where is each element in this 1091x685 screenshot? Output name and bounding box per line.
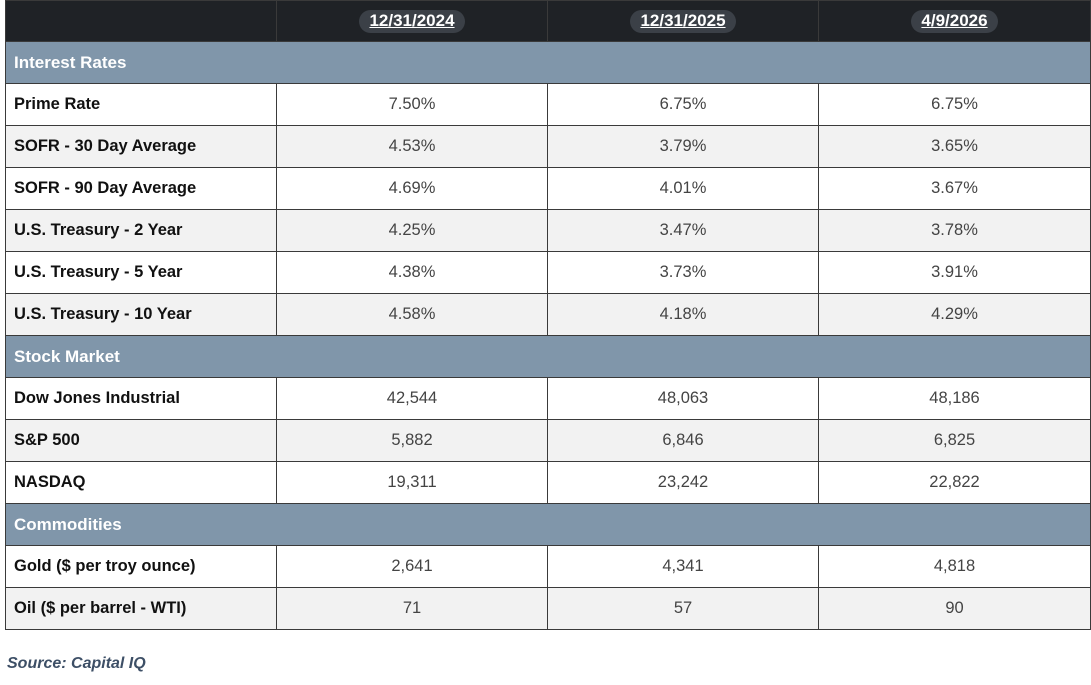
header-row: 12/31/2024 12/31/2025 4/9/2026 <box>5 0 1091 42</box>
table-row: NASDAQ 19,311 23,242 22,822 <box>5 461 1091 504</box>
value-cell: 4.69% <box>276 167 548 210</box>
table-row: S&P 500 5,882 6,846 6,825 <box>5 419 1091 462</box>
value-cell: 48,063 <box>547 377 819 420</box>
header-corner-cell <box>5 0 277 42</box>
value-cell: 7.50% <box>276 83 548 126</box>
table-row: Prime Rate 7.50% 6.75% 6.75% <box>5 83 1091 126</box>
section-title: Interest Rates <box>5 41 1091 84</box>
section-title: Commodities <box>5 503 1091 546</box>
value-cell: 4,341 <box>547 545 819 588</box>
table-row: U.S. Treasury - 10 Year 4.58% 4.18% 4.29% <box>5 293 1091 336</box>
value-cell: 5,882 <box>276 419 548 462</box>
value-cell: 6,825 <box>818 419 1091 462</box>
value-cell: 42,544 <box>276 377 548 420</box>
row-label: NASDAQ <box>5 461 277 504</box>
table-row: U.S. Treasury - 5 Year 4.38% 3.73% 3.91% <box>5 251 1091 294</box>
value-cell: 4.01% <box>547 167 819 210</box>
table-row: Oil ($ per barrel - WTI) 71 57 90 <box>5 587 1091 630</box>
source-note: Source: Capital IQ <box>7 655 146 672</box>
table-row: U.S. Treasury - 2 Year 4.25% 3.47% 3.78% <box>5 209 1091 252</box>
value-cell: 22,822 <box>818 461 1091 504</box>
row-label: U.S. Treasury - 10 Year <box>5 293 277 336</box>
row-label: S&P 500 <box>5 419 277 462</box>
value-cell: 6.75% <box>818 83 1091 126</box>
section-header-row: Commodities <box>5 503 1091 546</box>
value-cell: 3.73% <box>547 251 819 294</box>
value-cell: 3.91% <box>818 251 1091 294</box>
value-cell: 4.25% <box>276 209 548 252</box>
value-cell: 4.18% <box>547 293 819 336</box>
value-cell: 4.58% <box>276 293 548 336</box>
value-cell: 4,818 <box>818 545 1091 588</box>
section-title: Stock Market <box>5 335 1091 378</box>
value-cell: 57 <box>547 587 819 630</box>
value-cell: 4.29% <box>818 293 1091 336</box>
row-label: U.S. Treasury - 2 Year <box>5 209 277 252</box>
value-cell: 3.67% <box>818 167 1091 210</box>
header-date-cell: 12/31/2025 <box>547 0 819 42</box>
section-header-row: Stock Market <box>5 335 1091 378</box>
value-cell: 71 <box>276 587 548 630</box>
value-cell: 3.65% <box>818 125 1091 168</box>
value-cell: 3.47% <box>547 209 819 252</box>
value-cell: 3.79% <box>547 125 819 168</box>
market-data-table: 12/31/2024 12/31/2025 4/9/2026 Interest … <box>5 0 1091 630</box>
row-label: Prime Rate <box>5 83 277 126</box>
table-row: SOFR - 90 Day Average 4.69% 4.01% 3.67% <box>5 167 1091 210</box>
row-label: Oil ($ per barrel - WTI) <box>5 587 277 630</box>
value-cell: 4.38% <box>276 251 548 294</box>
value-cell: 6,846 <box>547 419 819 462</box>
date-column-header: 12/31/2025 <box>630 9 736 33</box>
value-cell: 2,641 <box>276 545 548 588</box>
row-label: SOFR - 90 Day Average <box>5 167 277 210</box>
value-cell: 4.53% <box>276 125 548 168</box>
table-row: SOFR - 30 Day Average 4.53% 3.79% 3.65% <box>5 125 1091 168</box>
row-label: Gold ($ per troy ounce) <box>5 545 277 588</box>
date-column-header: 12/31/2024 <box>359 9 465 33</box>
value-cell: 90 <box>818 587 1091 630</box>
row-label: Dow Jones Industrial <box>5 377 277 420</box>
header-date-cell: 4/9/2026 <box>818 0 1091 42</box>
value-cell: 23,242 <box>547 461 819 504</box>
value-cell: 3.78% <box>818 209 1091 252</box>
table-row: Dow Jones Industrial 42,544 48,063 48,186 <box>5 377 1091 420</box>
section-header-row: Interest Rates <box>5 41 1091 84</box>
header-date-cell: 12/31/2024 <box>276 0 548 42</box>
table-row: Gold ($ per troy ounce) 2,641 4,341 4,818 <box>5 545 1091 588</box>
date-column-header: 4/9/2026 <box>911 9 998 33</box>
row-label: U.S. Treasury - 5 Year <box>5 251 277 294</box>
value-cell: 48,186 <box>818 377 1091 420</box>
value-cell: 6.75% <box>547 83 819 126</box>
value-cell: 19,311 <box>276 461 548 504</box>
row-label: SOFR - 30 Day Average <box>5 125 277 168</box>
